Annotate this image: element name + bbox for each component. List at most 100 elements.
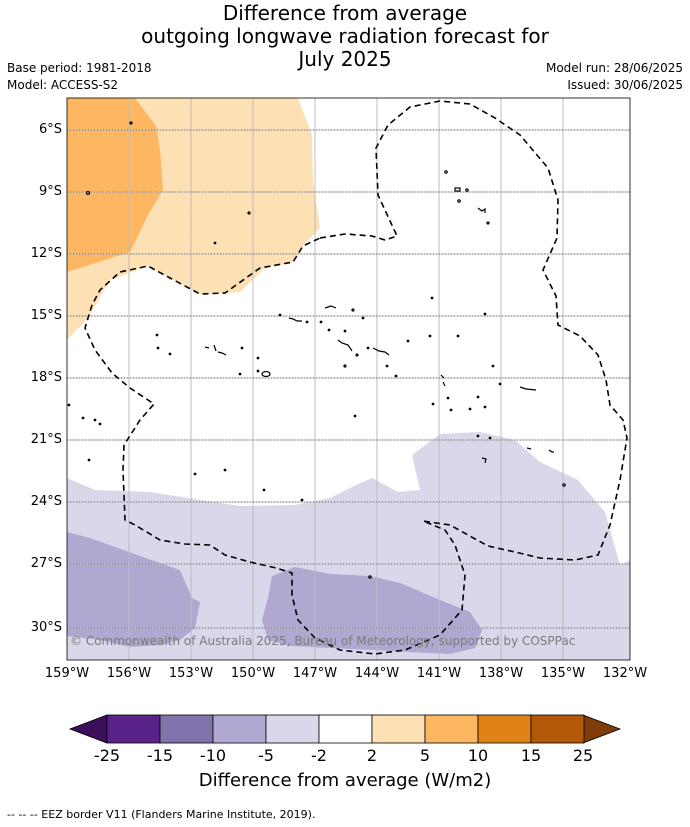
colorbar-tick: -10 <box>199 746 227 765</box>
island <box>430 296 434 300</box>
lat-label: 18°S <box>30 370 62 385</box>
island <box>343 364 347 368</box>
island <box>468 407 472 411</box>
colorbar <box>68 714 622 744</box>
colorbar-tick: 10 <box>467 746 489 765</box>
island <box>372 347 390 356</box>
base-period: Base period: 1981-2018 <box>7 61 152 75</box>
island <box>456 334 460 338</box>
model-run: Model run: 28/06/2025 <box>545 61 683 75</box>
anomaly-region-orange <box>67 98 163 272</box>
lon-label: 147°W <box>292 666 338 681</box>
island <box>223 468 227 472</box>
colorbar-title: Difference from average (W/m2) <box>198 770 492 791</box>
island <box>261 370 271 378</box>
island <box>446 396 450 400</box>
island <box>366 346 370 350</box>
colorbar-tick: 15 <box>520 746 542 765</box>
colorbar-swatch <box>424 714 479 744</box>
colorbar-arrow-low <box>68 714 108 744</box>
meta-left: Base period: 1981-2018 Model: ACCESS-S2 <box>7 60 152 94</box>
map-frame <box>66 97 631 661</box>
model-name: Model: ACCESS-S2 <box>7 78 119 92</box>
eez-legend-footer: -- -- -- EEZ border V11 (Flanders Marine… <box>7 808 316 821</box>
island <box>483 405 487 409</box>
colorbar-swatch <box>530 714 585 744</box>
colorbar-tick: -2 <box>311 746 327 765</box>
island <box>240 346 244 350</box>
island <box>247 211 251 215</box>
island <box>81 416 85 420</box>
island <box>327 328 331 332</box>
colorbar-swatch <box>477 714 532 744</box>
island <box>406 339 410 343</box>
eez-border <box>84 100 628 655</box>
island <box>465 188 469 192</box>
island <box>85 190 91 196</box>
lat-label: 9°S <box>38 184 62 199</box>
island <box>256 369 260 373</box>
lat-label: 27°S <box>30 556 62 571</box>
title-line-1: Difference from average <box>222 1 468 25</box>
island <box>526 447 554 453</box>
colorbar-tick: 5 <box>419 746 431 765</box>
colorbar-tick: -5 <box>258 746 274 765</box>
island <box>454 187 461 192</box>
island <box>483 312 487 316</box>
island <box>385 364 389 368</box>
issued-date: Issued: 30/06/2025 <box>567 78 683 92</box>
island <box>355 353 359 357</box>
island <box>262 488 266 492</box>
lon-label: 135°W <box>540 666 586 681</box>
island <box>481 457 487 464</box>
colorbar-swatch <box>265 714 320 744</box>
lon-label: 138°W <box>478 666 524 681</box>
colorbar-arrow-high <box>582 714 622 744</box>
grid-lines-dotted <box>67 129 630 629</box>
lat-label: 15°S <box>30 308 62 323</box>
island <box>476 434 480 438</box>
lat-label: 30°S <box>30 620 62 635</box>
island <box>519 386 537 391</box>
island <box>440 374 446 387</box>
anomaly-region-purple-east <box>262 567 482 654</box>
lon-label: 141°W <box>416 666 462 681</box>
island <box>476 395 480 399</box>
island <box>288 317 302 322</box>
island <box>300 498 304 502</box>
island <box>238 372 242 376</box>
lat-label: 24°S <box>30 494 62 509</box>
island <box>129 121 133 125</box>
colorbar-swatch <box>371 714 426 744</box>
island <box>361 316 365 320</box>
colorbar-tick: 25 <box>572 746 594 765</box>
island <box>98 422 102 426</box>
island <box>444 170 448 174</box>
colorbar-tick: -25 <box>93 746 121 765</box>
island <box>256 356 260 360</box>
island <box>428 334 432 338</box>
title-line-2: outgoing longwave radiation forecast for <box>141 24 549 48</box>
island <box>278 313 282 317</box>
island <box>351 308 355 312</box>
island <box>324 305 337 309</box>
lon-label: 144°W <box>354 666 400 681</box>
island <box>87 458 91 462</box>
lat-label: 12°S <box>30 246 62 261</box>
island <box>305 320 309 324</box>
island <box>93 418 97 422</box>
island <box>156 346 160 350</box>
island <box>491 364 495 368</box>
anomaly-region-light-purple <box>67 432 630 660</box>
title-line-3: July 2025 <box>298 47 392 71</box>
island <box>488 436 492 440</box>
island <box>343 329 347 333</box>
copyright-text: © Commonwealth of Australia 2025, Bureau… <box>70 634 576 648</box>
island <box>319 320 323 324</box>
island <box>353 414 357 418</box>
colorbar-swatch <box>318 714 373 744</box>
islands <box>67 121 566 579</box>
island <box>457 199 461 203</box>
island <box>477 207 486 213</box>
